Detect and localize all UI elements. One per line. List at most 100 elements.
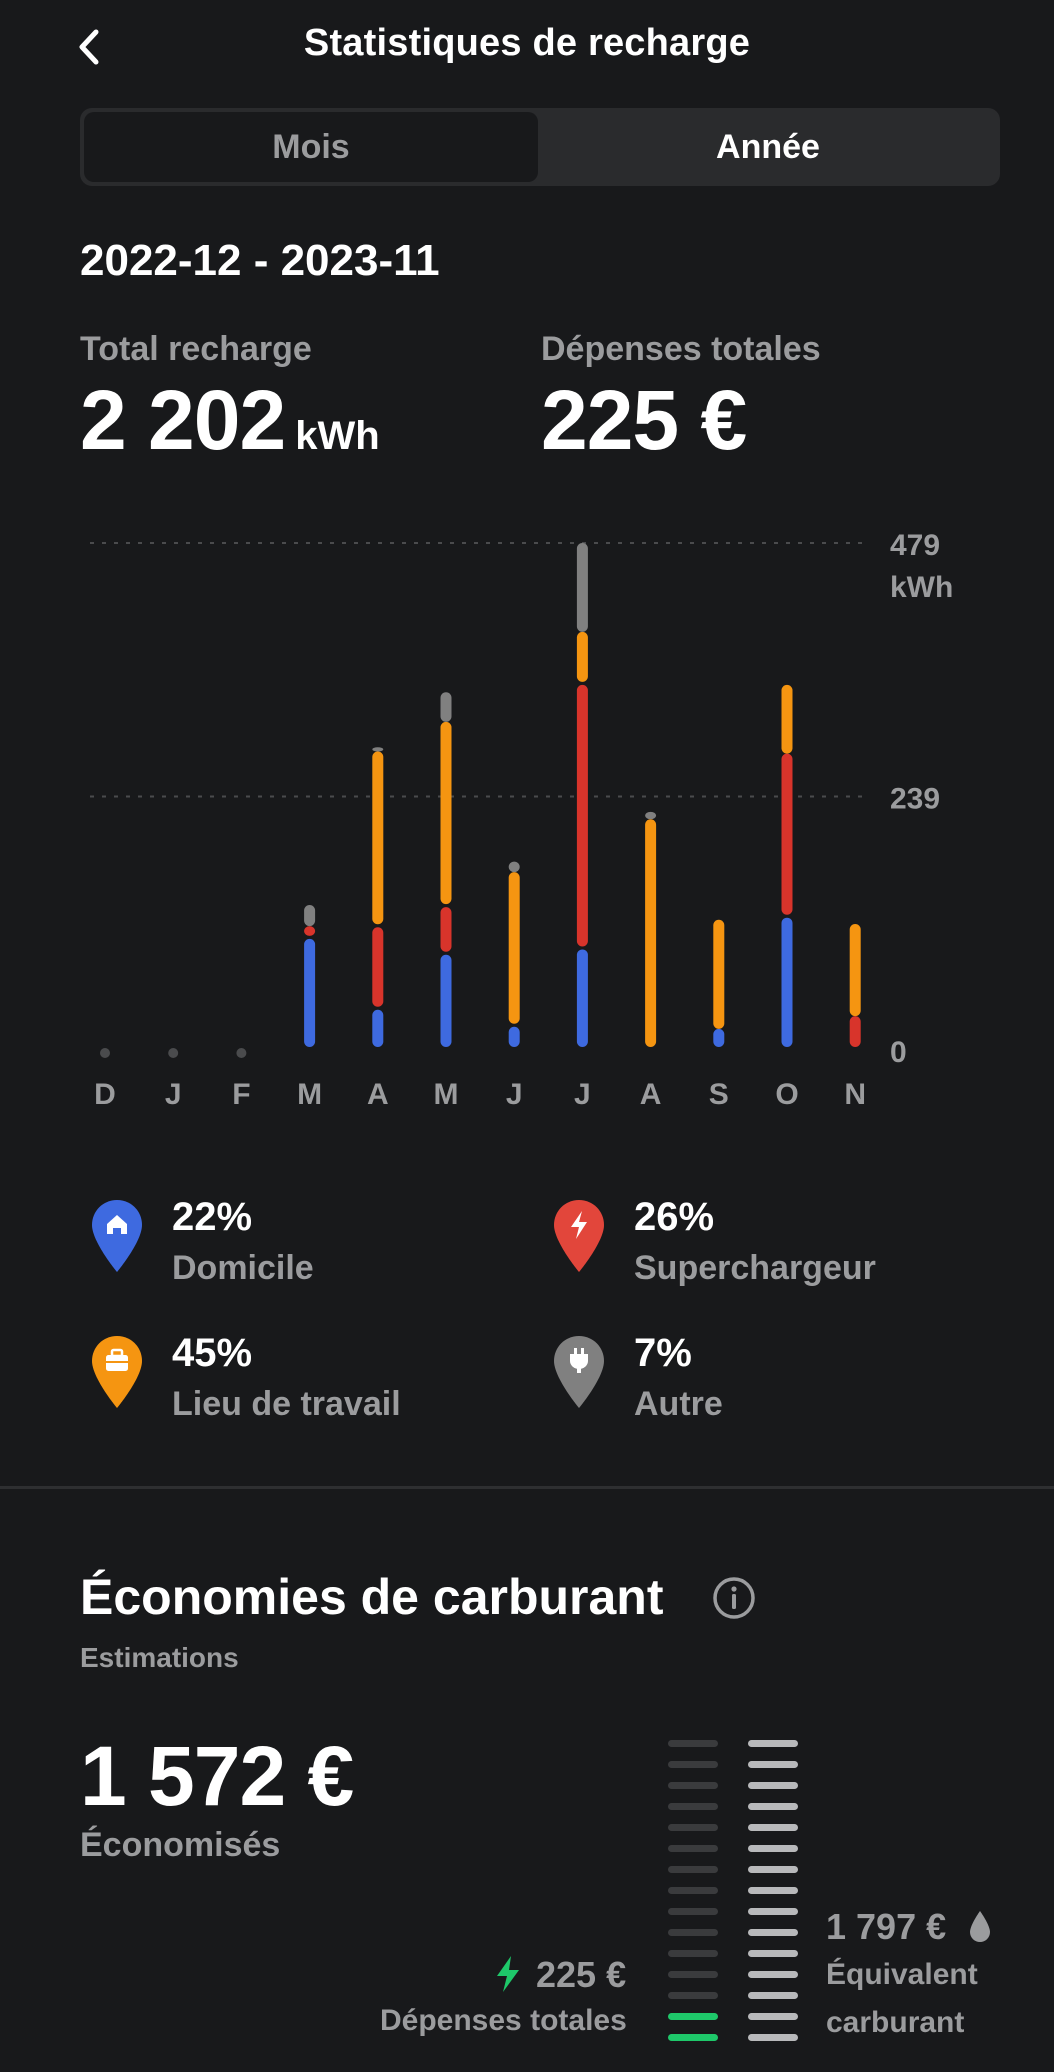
bar-stack[interactable]	[781, 684, 793, 1047]
spent-bar-line	[668, 1908, 718, 1915]
bar-segment-lieu-de-travail	[576, 631, 588, 682]
legend-percent: 26%	[634, 1195, 715, 1239]
spent-bar-line	[668, 1950, 718, 1957]
page-title: Statistiques de recharge	[303, 22, 751, 64]
bar-stack[interactable]	[645, 811, 657, 1047]
total-recharge-number: 2 202	[80, 373, 286, 467]
bar-segment-domicile	[713, 1028, 725, 1047]
fuel-bar-line	[748, 2013, 798, 2020]
monthly-charging-chart: 0 239 479 kWh D J F M A M J J A S O N	[90, 529, 953, 1111]
bar-segment-autre	[576, 543, 588, 632]
legend-percent: 45%	[172, 1331, 253, 1375]
fuel-bar-line	[748, 2034, 798, 2041]
total-recharge-unit: kWh	[295, 414, 380, 458]
bar-stack[interactable]	[713, 919, 725, 1047]
spent-bar-line	[668, 2034, 718, 2041]
legend-name: Autre	[634, 1385, 723, 1423]
bar-segment-autre	[440, 692, 452, 722]
fuel-bar-line	[748, 1992, 798, 1999]
bar-stack[interactable]	[304, 904, 316, 1047]
spent-bar-line	[668, 1929, 718, 1936]
total-recharge-label: Total recharge	[80, 330, 312, 368]
x-tick-label: A	[367, 1078, 389, 1111]
spent-bar-line	[668, 1803, 718, 1810]
fuel-equivalent-value: 1 797 €	[826, 1906, 947, 1947]
bar-segment-autre	[304, 904, 316, 927]
plug-pin-icon	[554, 1336, 604, 1408]
bar-segment-lieu-de-travail	[849, 924, 861, 1017]
legend-name: Lieu de travail	[172, 1385, 401, 1423]
x-tick-label: S	[709, 1078, 729, 1111]
bar-stack[interactable]	[576, 543, 588, 1047]
fuel-bar-line	[748, 1845, 798, 1852]
spent-bar-line	[668, 1866, 718, 1873]
bar-segment-domicile	[576, 949, 588, 1047]
period-range: 2022-12 - 2023-11	[80, 236, 440, 285]
spent-bar-line	[668, 1824, 718, 1831]
fuel-equivalent-label-1: Équivalent	[826, 1958, 978, 1991]
spent-bar-line	[668, 1761, 718, 1768]
tab-annee[interactable]: Année	[716, 127, 820, 166]
x-tick-label: M	[434, 1078, 459, 1111]
bar-segment-lieu-de-travail	[781, 684, 793, 754]
x-tick-label: O	[775, 1078, 798, 1111]
bar-segment-domicile	[372, 1009, 384, 1047]
fuel-bar-line	[748, 1740, 798, 1747]
spent-bar-line	[668, 1845, 718, 1852]
fuel-bar-line	[748, 1908, 798, 1915]
legend-percent: 22%	[172, 1195, 253, 1239]
y-tick-label: 0	[890, 1036, 907, 1069]
depenses-value: 225 €	[541, 373, 747, 467]
legend-name: Domicile	[172, 1249, 314, 1287]
fuel-equivalent-amount: 1 797 €	[826, 1906, 992, 1948]
bar-segment-superchargeur	[372, 927, 384, 1007]
fuel-bar-line	[748, 1887, 798, 1894]
x-tick-label: J	[574, 1078, 591, 1111]
tab-mois[interactable]: Mois	[84, 112, 538, 182]
x-tick-label: M	[297, 1078, 322, 1111]
x-tick-label: A	[640, 1078, 662, 1111]
bar-segment-autre	[645, 811, 657, 820]
lightning-pin-icon	[554, 1200, 604, 1272]
home-pin-icon	[92, 1200, 142, 1272]
fuel-bar-line	[748, 1929, 798, 1936]
legend-name: Superchargeur	[634, 1249, 876, 1287]
bar-segment-superchargeur	[304, 926, 316, 936]
bar-stack[interactable]	[508, 861, 520, 1047]
bar-stack[interactable]	[372, 747, 384, 1047]
spent-label: Dépenses totales	[380, 2004, 627, 2037]
bar-segment-domicile	[781, 917, 793, 1047]
bar-segment-autre	[372, 747, 384, 752]
bar-segment-domicile	[304, 938, 316, 1047]
spent-bar-line	[668, 1992, 718, 1999]
bar-stack[interactable]	[849, 924, 861, 1047]
back-button[interactable]	[70, 22, 110, 72]
savings-label: Économisés	[80, 1826, 281, 1864]
bar-segment-lieu-de-travail	[508, 872, 520, 1024]
briefcase-pin-icon	[92, 1336, 142, 1408]
savings-value: 1 572 €	[80, 1729, 354, 1823]
y-tick-label: 479	[890, 529, 940, 562]
spent-bar-line	[668, 1782, 718, 1789]
bar-segment-lieu-de-travail	[645, 819, 657, 1047]
fuel-savings-title: Économies de carburant	[80, 1569, 664, 1625]
x-tick-label: D	[94, 1078, 116, 1111]
fuel-bar-line	[748, 1824, 798, 1831]
fuel-equivalent-label-2: carburant	[826, 2006, 965, 2039]
depenses-label: Dépenses totales	[541, 330, 821, 368]
bar-segment-superchargeur	[440, 907, 452, 952]
section-divider	[0, 1486, 1054, 1489]
info-button[interactable]	[712, 1576, 756, 1620]
bar-stack[interactable]	[440, 692, 452, 1047]
legend-percent: 7%	[634, 1331, 692, 1375]
fuel-bar-line	[748, 1803, 798, 1810]
bar-segment-autre	[508, 861, 520, 873]
total-recharge-value: 2 202 kWh	[80, 372, 380, 469]
fuel-savings-subtitle: Estimations	[80, 1642, 239, 1673]
x-tick-label: J	[506, 1078, 523, 1111]
empty-bar-dot	[100, 1048, 110, 1058]
bar-segment-domicile	[440, 954, 452, 1047]
bar-segment-superchargeur	[849, 1016, 861, 1047]
empty-bar-dot	[168, 1048, 179, 1058]
spent-bar-line	[668, 1887, 718, 1894]
